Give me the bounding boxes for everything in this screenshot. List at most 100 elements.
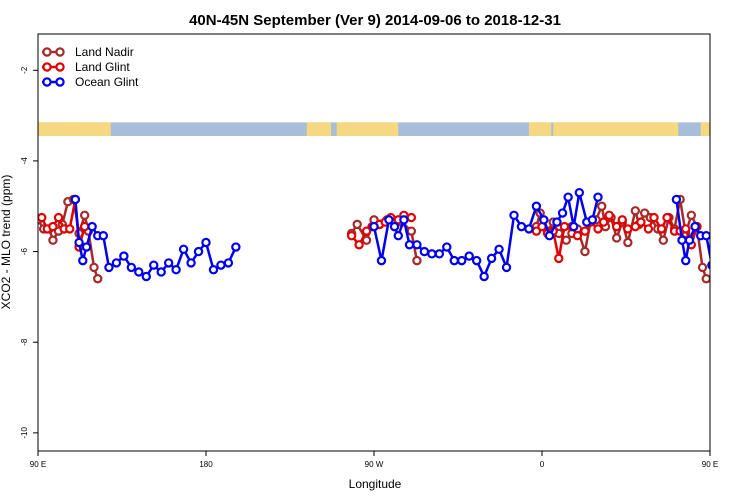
plot-frame [37,33,711,452]
ocean-glint-point [70,194,81,205]
ocean-glint-point [746,273,750,280]
ocean-glint-point [442,242,452,252]
ocean-glint-point [149,260,159,270]
land-band [62,122,81,136]
legend-swatch-marker [55,62,65,72]
ocean-glint-point [434,249,445,259]
land-glint-point [572,231,583,241]
land-glint-point [65,224,75,234]
ocean-glint-point [677,235,687,245]
legend-label: Land Glint [75,60,130,74]
ocean-glint-point [593,192,603,202]
land-nadir-point [630,206,641,216]
ocean-glint-point [738,268,745,275]
ocean-glint-point [557,208,568,218]
ocean-glint-point [716,259,723,266]
ocean-glint-point [104,262,114,273]
ocean-glint-point [384,215,394,225]
land-nadir-point [623,237,633,248]
ocean-glint-point [574,187,585,198]
ocean-glint-point [531,201,542,211]
ocean-glint-point [690,221,700,232]
ocean-glint-point [509,210,519,221]
legend-item-land-glint: Land Glint [42,60,130,74]
land-glint-point [681,224,691,234]
series-ocean-glint [70,187,750,282]
ocean-glint-point [74,237,84,248]
legend-item-land-nadir: Land Nadir [42,45,134,59]
y-tick-label: -2 [20,66,29,74]
y-tick-label: -4 [20,157,29,165]
land-glint-point [649,212,659,223]
x-tick-label: 90 E [30,460,46,469]
ocean-glint-point [98,231,109,241]
land-nadir-point [697,262,708,273]
land-nadir-point [561,235,571,245]
ocean-glint-line [675,199,710,262]
land-glint-point [617,215,627,225]
land-glint-point [604,210,614,221]
land-nadir-point [48,235,58,245]
series-land-glint [38,194,702,264]
land-ocean-strip [38,122,710,136]
land-nadir-point [93,274,103,284]
y-tick-label: -6 [20,247,29,255]
ocean-glint-point [134,267,144,277]
ocean-glint-point [723,252,730,259]
y-tick-label: -8 [20,338,29,346]
land-glint-point [354,240,364,250]
land-glint-point [554,253,564,264]
land-glint-point [593,224,603,234]
land-glint-point [346,231,357,241]
ocean-glint-point [376,255,387,266]
ocean-glint-point [449,255,459,266]
legend-label: Land Nadir [75,45,134,59]
ocean-glint-point [404,240,415,250]
land-band [528,122,552,136]
ocean-glint-point [501,262,512,273]
ocean-glint-point [707,260,710,270]
ocean-glint-point [471,255,482,266]
ocean-glint-point [681,255,691,266]
x-tick-label: 180 [199,460,213,469]
ocean-glint-point [231,242,241,252]
land-glint-point [662,212,672,223]
legend-swatch-marker [55,47,65,57]
land-nadir-point [79,210,90,221]
land-glint-point [580,226,590,236]
y-tick-label: -10 [20,427,29,439]
land-band [553,122,679,136]
land-glint-point [559,221,570,232]
land-nadir-point [412,255,422,266]
ocean-glint-point [419,246,430,257]
land-glint-point [598,217,609,227]
land-glint-point [48,221,58,232]
land-nadir-point [597,201,607,211]
land-glint-point [406,212,417,223]
land-band [700,122,710,136]
x-axis-label: Longitude [349,477,402,491]
legend-item-ocean-glint: Ocean Glint [42,75,139,89]
ocean-glint-point [119,251,129,261]
ocean-glint-point [208,264,219,275]
ocean-glint-point [479,271,489,282]
ocean-glint-point [201,237,211,248]
legend-swatch-marker [42,47,52,57]
ocean-glint-point [457,255,467,266]
ocean-glint-point [216,260,226,270]
ocean-glint-point [156,267,166,277]
y-axis-label: XCO2 - MLO trend (ppm) [0,175,13,310]
ocean-glint-point [684,235,695,245]
land-nadir-point [658,235,669,245]
ocean-glint-point [389,221,400,232]
ocean-glint-point [486,253,497,264]
land-glint-point [53,212,64,223]
ocean-glint-point [171,264,181,275]
legend-swatch-marker [42,62,52,72]
axes: 90 E 180 90 W 0 90 E -2 -4 -6 -8 -10 [20,66,718,469]
ocean-glint-line [372,191,600,278]
ocean-glint-point [163,258,174,268]
land-glint-point [38,212,47,223]
ocean-glint-point [186,258,196,268]
ocean-glint-point [141,271,151,282]
